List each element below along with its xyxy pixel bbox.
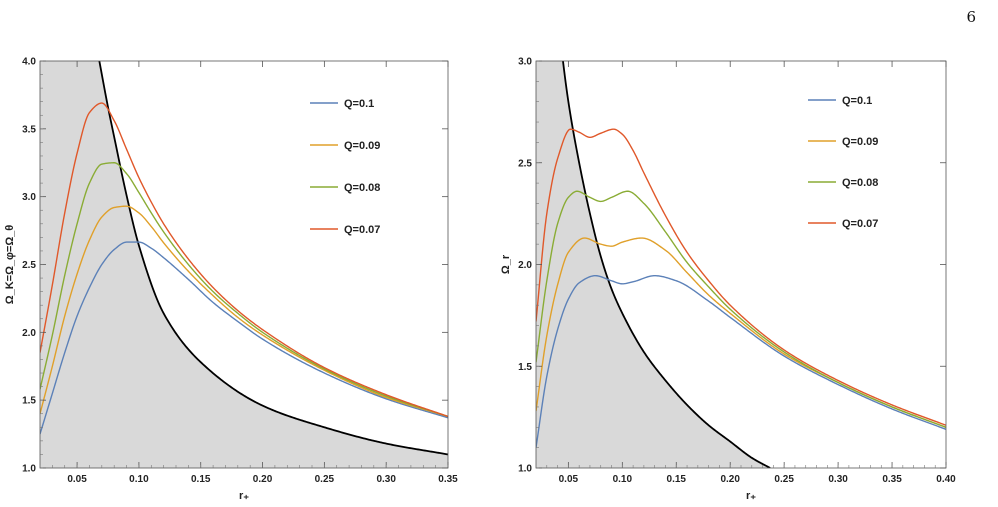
x-axis-label: r₊ xyxy=(746,490,756,502)
chart-panel-1: 0.05 0.10 0.15 0.20 0.25 0.30 0.35 1.0 1.5 2.0 2.5… xyxy=(4,57,458,503)
y-tick-label: 4.0 xyxy=(22,57,36,68)
series-line-4 xyxy=(40,102,448,418)
x-tick-label: 0.10 xyxy=(613,474,633,485)
x-axis-label: r₊ xyxy=(239,490,249,502)
x-tick-label: 0.20 xyxy=(253,474,273,485)
y-tick-label: 3.0 xyxy=(518,57,532,68)
y-tick-label: 1.5 xyxy=(518,362,532,373)
x-tick-label: 0.15 xyxy=(667,474,687,485)
series-line-3 xyxy=(536,190,946,428)
x-tick-label: 0.10 xyxy=(129,474,149,485)
legend-label: Q=0.07 xyxy=(842,218,878,230)
y-tick-label: 1.0 xyxy=(22,464,36,475)
y-tick-label: 2.0 xyxy=(518,260,532,271)
x-tick-label: 0.30 xyxy=(376,474,396,485)
boundary-curve xyxy=(98,61,448,456)
legend-label: Q=0.1 xyxy=(842,95,872,107)
series-line-1 xyxy=(536,274,946,448)
y-tick-label: 3.5 xyxy=(22,124,36,135)
legend-label: Q=0.08 xyxy=(842,177,878,189)
shaded-region xyxy=(536,61,771,468)
x-tick-label: 0.25 xyxy=(774,474,794,485)
chart-panel-2: 0.05 0.10 0.15 0.20 0.25 0.30 0.35 0.40 1.0 1.5 2.… xyxy=(500,57,956,503)
shaded-region xyxy=(40,61,448,468)
x-tick-label: 0.35 xyxy=(438,474,458,485)
y-tick-label: 2.5 xyxy=(22,260,36,271)
series-line-1 xyxy=(40,241,448,435)
legend-label: Q=0.09 xyxy=(842,136,878,148)
x-tick-label: 0.40 xyxy=(936,474,956,485)
y-tick-label: 1.0 xyxy=(518,464,532,475)
x-tick-label: 0.05 xyxy=(559,474,579,485)
series-line-3 xyxy=(40,162,448,418)
legend-label: Q=0.09 xyxy=(344,140,380,152)
series-line-2 xyxy=(40,205,448,418)
y-tick-label: 2.0 xyxy=(22,328,36,339)
legend-label: Q=0.07 xyxy=(344,224,380,236)
legend-label: Q=0.08 xyxy=(344,182,380,194)
y-axis-label: Ω_r xyxy=(500,254,512,274)
y-tick-label: 3.0 xyxy=(22,192,36,203)
x-tick-label: 0.20 xyxy=(720,474,740,485)
page-number: 6 xyxy=(966,8,976,26)
legend-label: Q=0.1 xyxy=(344,98,374,110)
boundary-curve xyxy=(562,61,771,468)
y-tick-label: 1.5 xyxy=(22,396,36,407)
x-tick-label: 0.25 xyxy=(315,474,335,485)
x-tick-label: 0.30 xyxy=(828,474,848,485)
y-tick-label: 2.5 xyxy=(518,158,532,169)
x-tick-label: 0.35 xyxy=(882,474,902,485)
x-tick-label: 0.05 xyxy=(67,474,87,485)
series-line-4 xyxy=(536,128,946,426)
x-tick-label: 0.15 xyxy=(191,474,211,485)
y-axis-label: Ω_K=Ω_φ=Ω_θ xyxy=(4,225,16,304)
